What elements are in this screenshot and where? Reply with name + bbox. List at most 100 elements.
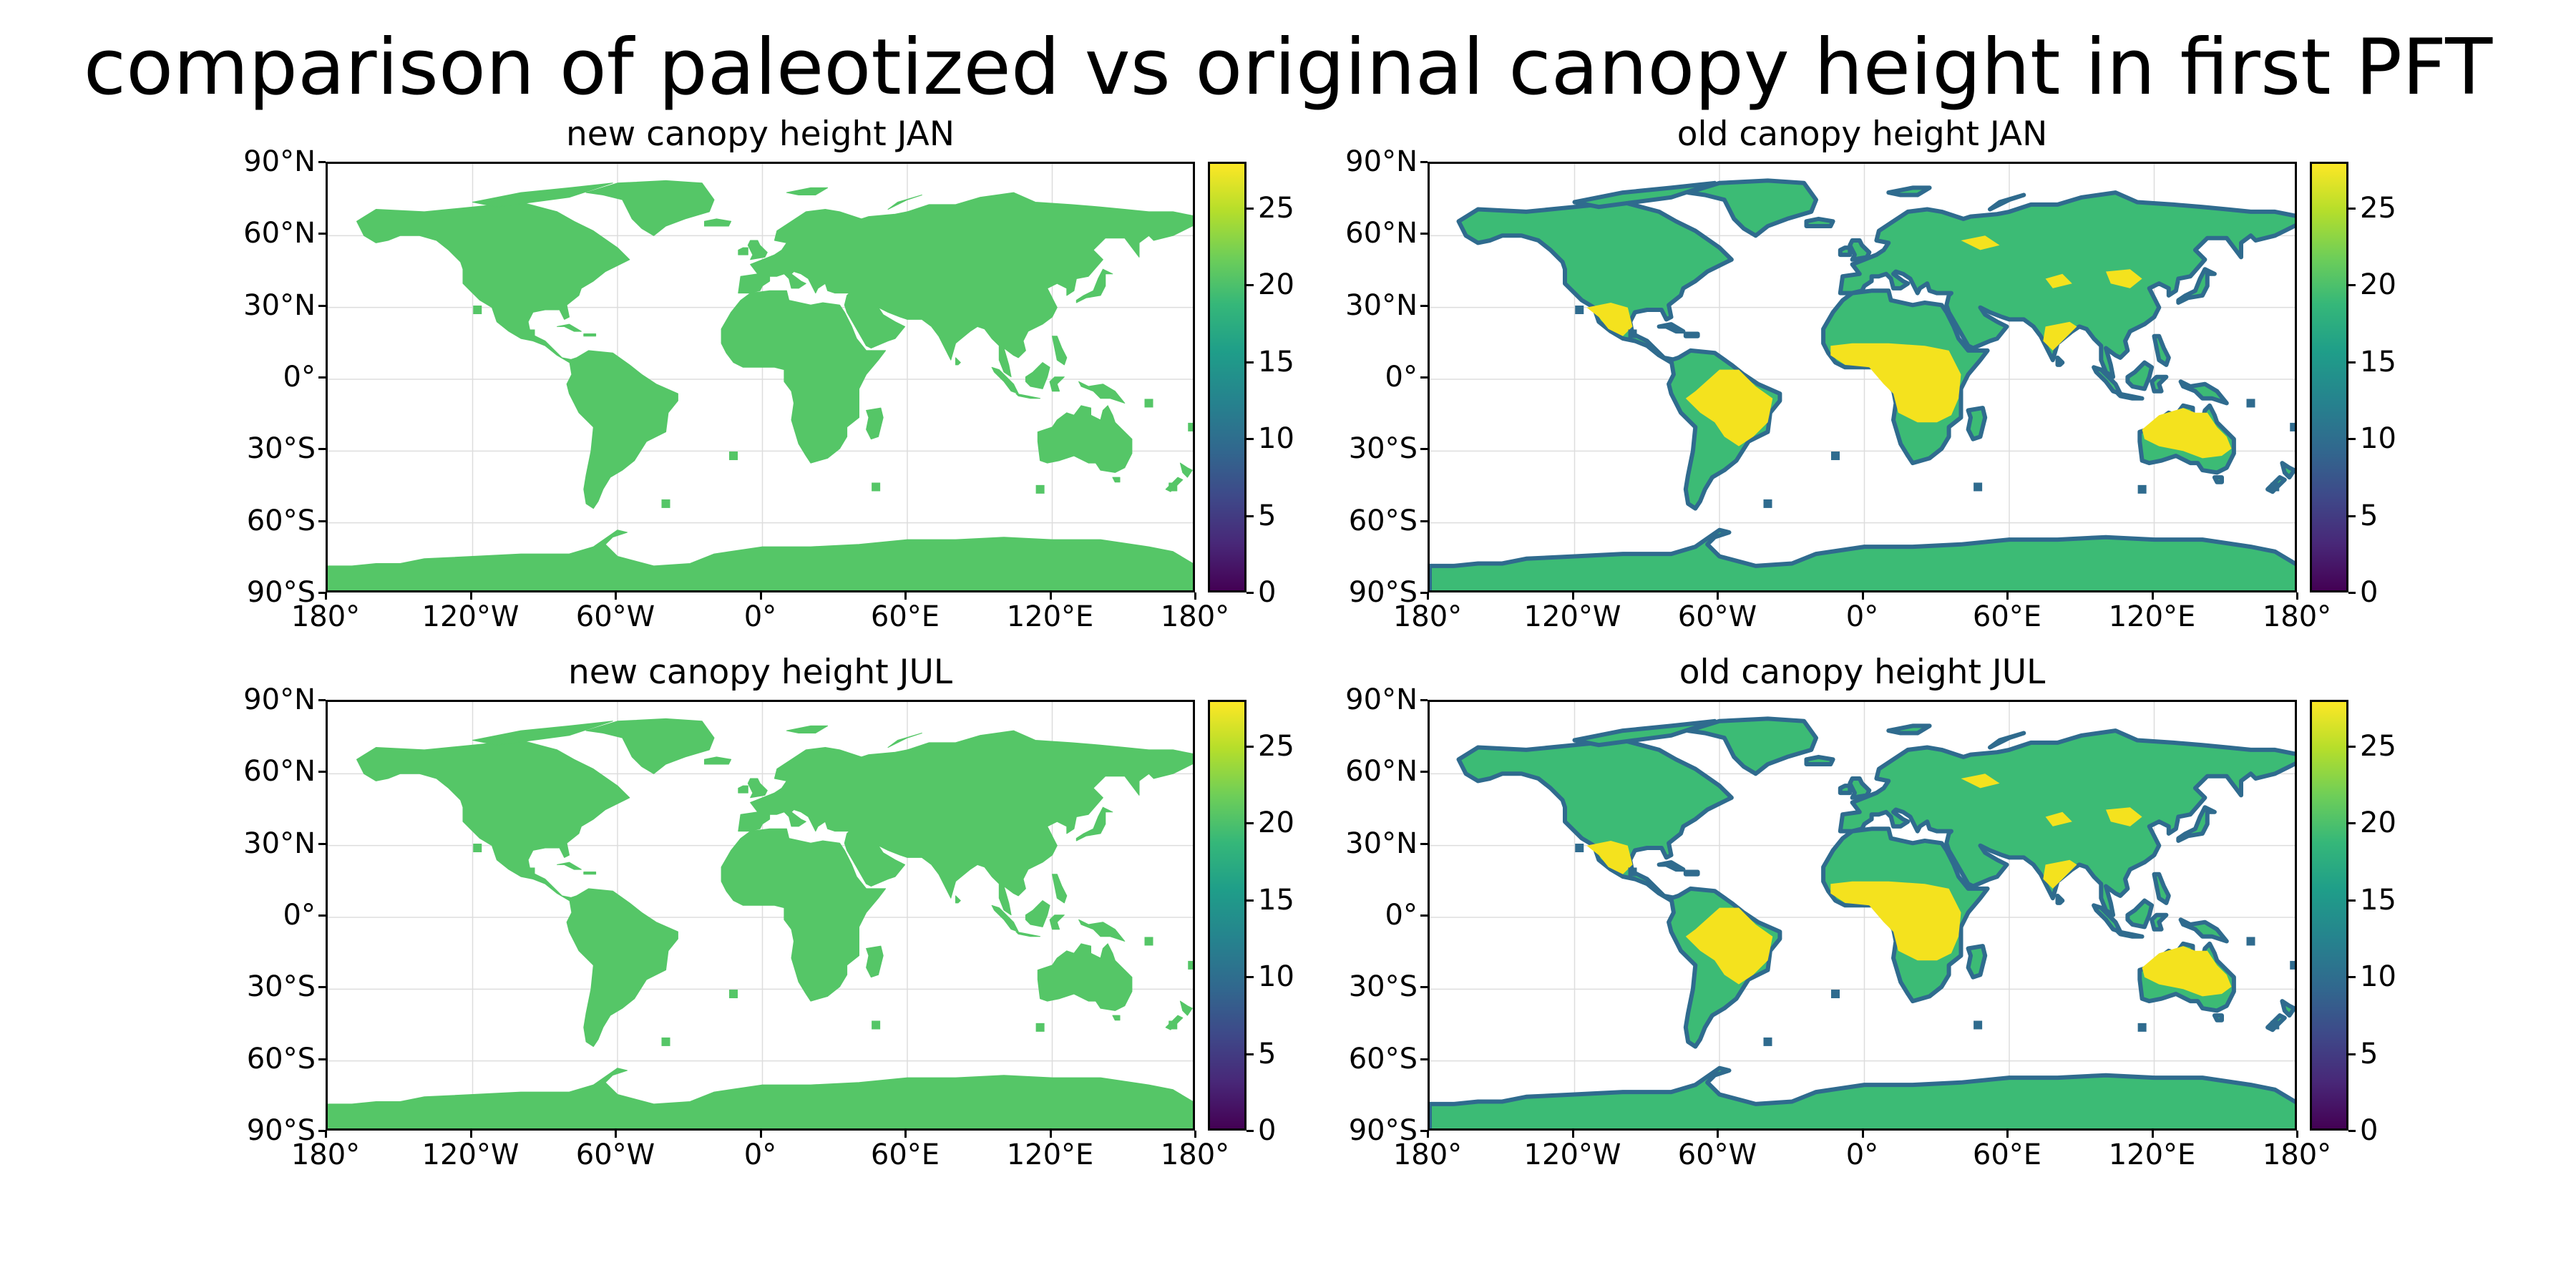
landmass-novayaZemlya [1988, 731, 2026, 750]
lat-tick-label: 30°N [243, 826, 316, 860]
landmass-scandinaviaIce [1804, 754, 1835, 766]
landmass-java [2115, 391, 2145, 401]
landmass-africa [721, 290, 887, 464]
lon-tick-mark [2006, 1131, 2009, 1138]
lon-tick-mark [1571, 1131, 1574, 1138]
lat-tick-mark [318, 519, 326, 522]
tall-canopy-region [1586, 841, 1633, 874]
lat-tick-mark [1420, 842, 1428, 845]
lat-tick-label: 90°N [1345, 145, 1418, 178]
landmass-africa [1821, 288, 1990, 466]
landmass-svalbard [786, 725, 829, 733]
tall-canopy-region [1830, 343, 1961, 423]
lat-tick-mark [318, 448, 326, 451]
island-pixel [1035, 484, 1045, 494]
landmass-britain [1848, 238, 1872, 262]
tall-canopy-region [1685, 369, 1773, 447]
colorbar-tick-mark [1246, 361, 1254, 364]
lat-tick-mark [1420, 448, 1428, 451]
island-pixel [1169, 482, 1178, 492]
lon-tick-label: 180° [291, 1138, 361, 1171]
landmass-arcticIslands [472, 182, 613, 208]
lon-tick-label: 60°W [1677, 600, 1757, 633]
lon-tick-mark [1717, 592, 1719, 600]
lon-tick-label: 60°E [870, 1138, 940, 1171]
landmass-southAmerica [566, 350, 678, 509]
colorbar-tick-mark [1246, 514, 1254, 517]
landmass-antarctica [1430, 527, 2295, 590]
lon-tick-label: 120°W [421, 600, 519, 633]
lat-tick-mark [318, 161, 326, 163]
lon-tick-mark [325, 1131, 327, 1138]
island-pixel [2290, 422, 2295, 431]
tall-canopy-region [1685, 907, 1773, 985]
lon-tick-mark [2296, 592, 2298, 600]
island-pixel [526, 329, 535, 338]
island-pixel [872, 1020, 881, 1030]
landmass-sumatra [2092, 365, 2123, 396]
lat-tick-label: 90°S [1348, 576, 1418, 609]
landmass-novayaZemlya [887, 195, 922, 210]
colorbar [1208, 700, 1246, 1131]
landmass-madagascar [1966, 406, 1988, 441]
landmass-australia [1037, 405, 1133, 473]
landmass-novayaZemlya [887, 733, 922, 748]
lon-tick-label: 120°E [2108, 600, 2196, 633]
landmass-philippines [1052, 336, 1068, 366]
landmass-cuba [557, 862, 582, 870]
lon-tick-label: 0° [743, 1138, 777, 1171]
landmass-sulawesi [1049, 376, 1065, 392]
lon-tick-mark [1049, 1131, 1052, 1138]
landmass-britain [1848, 776, 1872, 800]
lon-tick-label: 60°W [575, 600, 655, 633]
landmass-svalbard [1886, 185, 1932, 197]
lat-tick-label: 30°N [243, 288, 316, 322]
landmass-scandinaviaIce [1804, 216, 1835, 228]
lat-tick-mark [318, 376, 326, 379]
colorbar-tick-label: 25 [1258, 191, 1294, 225]
landmass-cuba [557, 323, 582, 332]
landmass-sumatra [2092, 903, 2123, 935]
colorbar-tick-mark [2348, 592, 2356, 594]
figure-title: comparison of paleotized vs original can… [83, 23, 2493, 112]
island-pixel [1763, 1037, 1772, 1046]
lon-tick-label: 60°E [1972, 1138, 2042, 1171]
land-layer [328, 718, 1193, 1128]
colorbar-tick-mark [2348, 976, 2356, 978]
colorbar-tick-mark [1246, 1130, 1254, 1132]
lat-tick-label: 60°S [246, 504, 316, 537]
landmass-newZealandS [2265, 1013, 2287, 1033]
colorbar-tick-mark [1246, 592, 1254, 594]
colorbar-tick-label: 10 [1258, 960, 1294, 993]
island-pixel [1575, 306, 1584, 315]
colorbar-tick-label: 20 [1258, 268, 1294, 301]
lon-tick-label: 60°W [1677, 1138, 1757, 1171]
map-svg [1430, 702, 2295, 1128]
lat-tick-mark [318, 771, 326, 774]
landmass-hispaniola [1683, 331, 1700, 338]
landmass-borneo [2125, 360, 2155, 391]
lon-tick-mark [325, 592, 327, 600]
lon-tick-mark [1717, 1131, 1719, 1138]
colorbar-tick-label: 10 [1258, 422, 1294, 455]
landmass-australia [2137, 403, 2236, 475]
colorbar-tick-label: 5 [2360, 499, 2379, 532]
landmass-newZealandN [1179, 1000, 1193, 1016]
lon-tick-mark [469, 1131, 472, 1138]
lat-tick-mark [1420, 519, 1428, 522]
landmass-ireland [738, 247, 748, 255]
colorbar-tick-label: 20 [2360, 268, 2396, 301]
tall-canopy-region [1586, 303, 1633, 336]
landmass-northAmerica [356, 740, 630, 902]
land-layer [1430, 178, 2295, 590]
colorbar-tick-mark [2348, 822, 2356, 824]
lat-tick-mark [1420, 1130, 1428, 1132]
landmass-sriLanka [2055, 355, 2065, 367]
landmass-tasmania [1112, 477, 1121, 483]
lat-tick-label: 90°N [1345, 683, 1418, 716]
landmass-ireland [1838, 784, 1853, 796]
island-pixel [661, 499, 670, 508]
